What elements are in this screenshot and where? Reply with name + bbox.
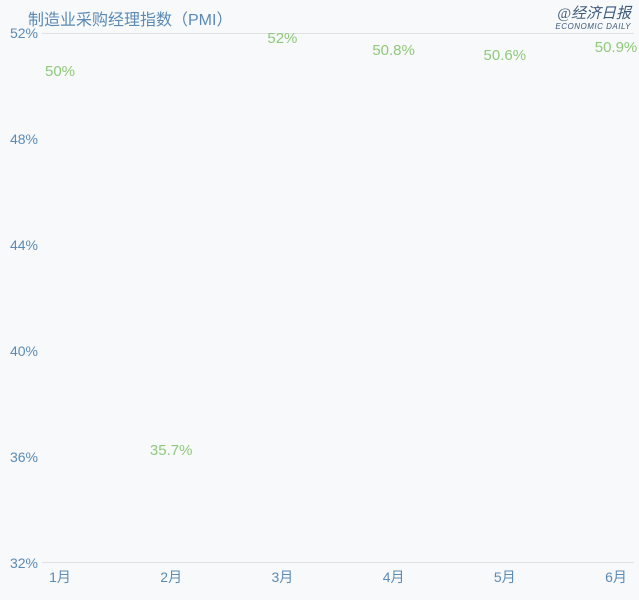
- x-axis-label: 3月: [271, 567, 293, 587]
- plot-area: [42, 33, 634, 563]
- data-point-label: 50%: [45, 63, 75, 80]
- y-axis-label: 52%: [2, 25, 38, 41]
- pmi-chart: 制造业采购经理指数（PMI） @经济日报 ECONOMIC DAILY 32% 3…: [0, 0, 639, 600]
- watermark-cn: @经济日报: [557, 6, 631, 22]
- data-point-label: 50.9%: [595, 39, 638, 56]
- x-axis-label: 4月: [383, 567, 405, 587]
- data-point-label: 52%: [267, 30, 297, 47]
- x-axis-label: 6月: [605, 567, 627, 587]
- data-point-label: 35.7%: [150, 442, 193, 459]
- watermark: @经济日报 ECONOMIC DAILY: [555, 6, 631, 31]
- data-point-label: 50.8%: [372, 42, 415, 59]
- y-axis-label: 44%: [2, 237, 38, 253]
- chart-title: 制造业采购经理指数（PMI）: [28, 6, 232, 30]
- x-axis-label: 5月: [494, 567, 516, 587]
- y-axis-label: 32%: [2, 555, 38, 571]
- x-axis-label: 2月: [160, 567, 182, 587]
- data-point-label: 50.6%: [484, 47, 527, 64]
- y-axis-label: 40%: [2, 343, 38, 359]
- y-axis-label: 48%: [2, 131, 38, 147]
- watermark-en: ECONOMIC DAILY: [555, 23, 631, 31]
- y-axis-label: 36%: [2, 449, 38, 465]
- x-axis-label: 1月: [49, 567, 71, 587]
